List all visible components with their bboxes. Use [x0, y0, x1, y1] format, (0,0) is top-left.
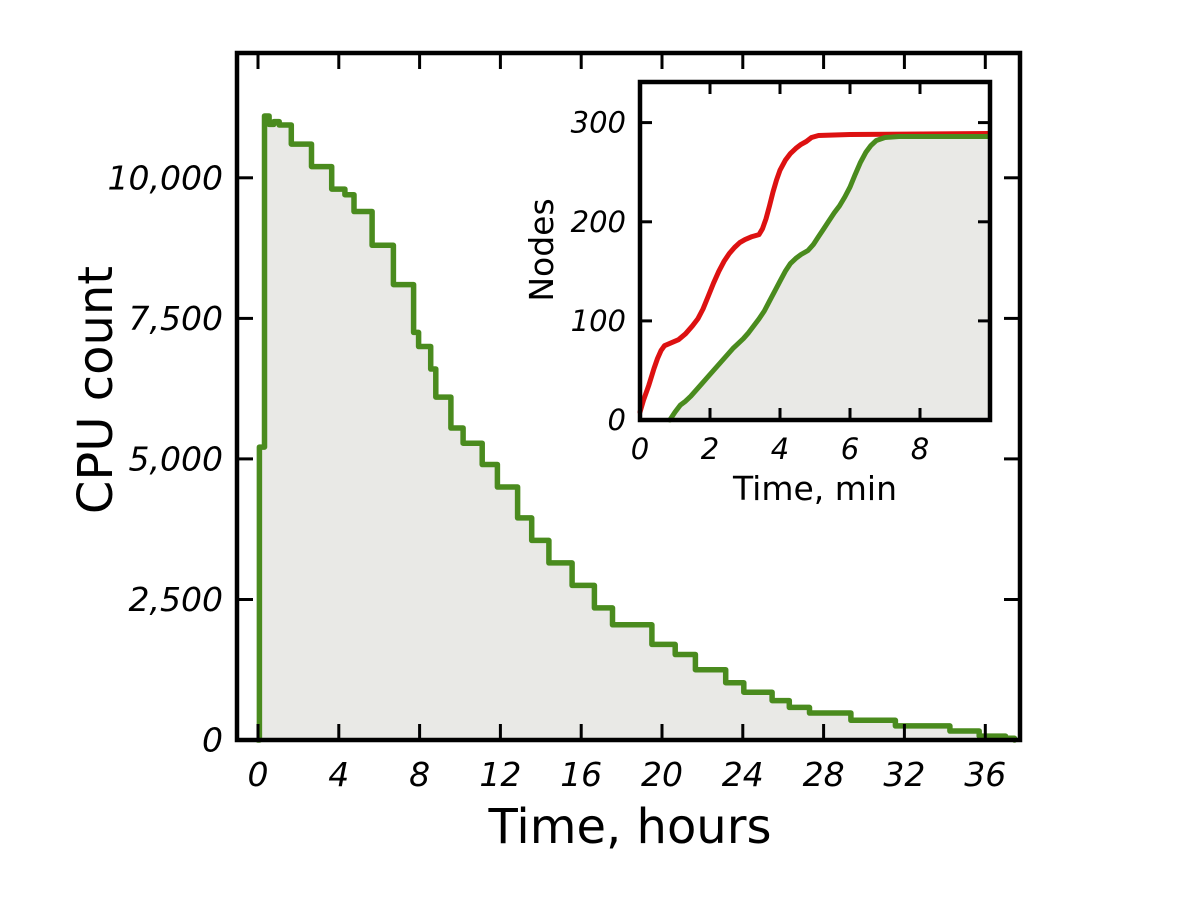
inset-xaxis-label: Time, min: [732, 469, 897, 508]
main-ytick-label: 5,000: [129, 439, 223, 478]
inset-xtick-label: 2: [701, 432, 719, 466]
main-ytick-label: 10,000: [108, 158, 223, 197]
main-xtick-label: 36: [964, 755, 1006, 794]
inset-ytick-label: 200: [571, 205, 626, 239]
main-ytick-label: 2,500: [129, 580, 223, 619]
main-ytick-label: 7,500: [129, 299, 223, 338]
main-xaxis-label: Time, hours: [488, 799, 772, 855]
tick-labels-layer: 0 4 8 12 16 20 24 28 32 3602,5005,0007,50010,0000…: [108, 106, 1007, 794]
cpu-count-steps-line: [255, 113, 1018, 743]
cpu-count-steps-area: [258, 116, 1015, 740]
axes-layer: [234, 50, 1023, 743]
main-xtick-label: 28: [803, 755, 845, 794]
inset-ytick-label: 100: [571, 304, 626, 338]
inset-plot-box: [637, 79, 993, 423]
nodes-ready-green-area: [669, 136, 989, 420]
inset-xtick-label: 4: [771, 432, 789, 466]
inset-ytick-label: 300: [571, 106, 626, 140]
main-yaxis-label: CPU count: [68, 266, 124, 514]
inset-xtick-label: 6: [841, 432, 859, 466]
area-fills-layer: [258, 116, 1015, 740]
inset-ytick-label: 0: [608, 403, 626, 437]
main-xtick-label: 32: [883, 755, 925, 794]
main-xtick-label: 24: [722, 755, 764, 794]
main-xtick-label: 8: [409, 755, 430, 794]
main-xtick-label: 20: [641, 755, 683, 794]
series-lines-layer: [255, 113, 1018, 743]
main-plot-box: [234, 50, 1023, 743]
main-ytick-label: 0: [202, 721, 223, 760]
main-xtick-label: 12: [479, 755, 521, 794]
main-xtick-label: 4: [328, 755, 349, 794]
inset-xtick-label: 8: [911, 432, 929, 466]
main-xtick-label: 0: [248, 755, 269, 794]
inset-yaxis-label: Nodes: [522, 198, 561, 301]
main-xtick-label: 16: [560, 755, 602, 794]
inset-xtick-label: 0: [631, 432, 649, 466]
nodes-ready-green-line: [667, 134, 991, 423]
nodes-requested-red-line: [637, 131, 991, 415]
